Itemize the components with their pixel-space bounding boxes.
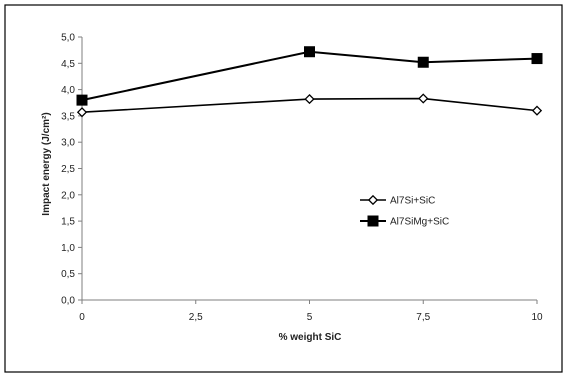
data-point-1 xyxy=(76,107,88,118)
x-axis-label: % weight SiC xyxy=(279,332,342,343)
y-tick-label: 3,5 xyxy=(61,111,75,122)
chart-border xyxy=(4,4,563,373)
y-tick-label: 5,0 xyxy=(61,33,75,44)
x-tick-label: 10 xyxy=(531,312,543,323)
legend-label: Al7SiMg+SiC xyxy=(390,217,449,228)
y-tick-label: 0,0 xyxy=(61,296,75,307)
data-point-1 xyxy=(304,93,315,105)
y-tick-label: 4,5 xyxy=(61,59,75,70)
y-tick-label: 4,0 xyxy=(61,85,75,96)
x-tick-label: 5 xyxy=(307,312,313,323)
data-point-2 xyxy=(304,46,315,58)
y-tick-label: 2,5 xyxy=(61,164,75,175)
y-tick-label: 1,0 xyxy=(61,243,75,254)
series-lines xyxy=(81,50,538,114)
legend: Al7Si+SiC Al7SiMg+SiC xyxy=(360,194,449,228)
series-line-1 xyxy=(81,97,538,114)
x-tick-label: 7,5 xyxy=(416,312,430,323)
x-tick-label: 2,5 xyxy=(189,312,203,323)
x-axis-ticks: 0 2,5 5 7,5 10 xyxy=(79,300,543,323)
y-tick-label: 2,0 xyxy=(61,190,75,201)
y-tick-label: 0,5 xyxy=(61,269,75,280)
data-point-2 xyxy=(76,94,88,106)
data-point-2 xyxy=(531,53,543,65)
series-markers xyxy=(76,46,543,118)
legend-marker xyxy=(367,194,379,206)
data-point-2 xyxy=(417,56,429,68)
y-tick-label: 1,5 xyxy=(61,217,75,228)
y-tick-label: 3,0 xyxy=(61,138,75,149)
series-line-2 xyxy=(81,50,538,102)
y-axis-ticks: 0,0 0,5 1,0 1,5 2,0 2,5 3,0 3,5 4,0 4,5 5,0 xyxy=(61,33,82,307)
y-axis-label: Impact energy (J/cm²) xyxy=(41,112,52,215)
x-tick-label: 0 xyxy=(79,312,85,323)
legend-marker xyxy=(367,215,379,227)
legend-label: Al7Si+SiC xyxy=(390,196,435,207)
data-point-1 xyxy=(418,93,429,104)
data-point-1 xyxy=(531,105,543,116)
